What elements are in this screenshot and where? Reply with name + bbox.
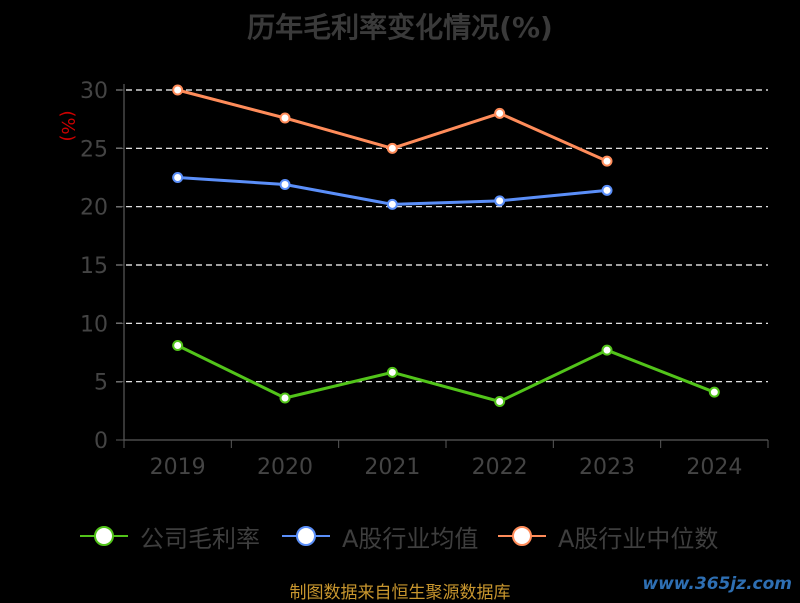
legend-marker bbox=[512, 526, 532, 546]
data-point bbox=[494, 396, 506, 407]
data-point bbox=[386, 142, 398, 154]
legend-swatch bbox=[282, 518, 330, 554]
data-point bbox=[386, 198, 398, 210]
x-tick-label: 2021 bbox=[364, 455, 420, 480]
y-tick-label: 0 bbox=[94, 429, 108, 454]
data-point bbox=[279, 112, 291, 124]
axes: 0 5 10 15 20 25 30 2019 2020 2021 2022 2023 2024 bbox=[80, 79, 769, 480]
x-tick-label: 2020 bbox=[257, 455, 313, 480]
data-point bbox=[601, 184, 613, 196]
chart-title: 历年毛利率变化情况(%) bbox=[247, 11, 553, 44]
data-point bbox=[172, 172, 184, 183]
x-tick-label: 2019 bbox=[150, 455, 206, 480]
data-point bbox=[601, 344, 613, 356]
source-note: 制图数据来自恒生聚源数据库 bbox=[289, 583, 511, 603]
y-tick-label: 30 bbox=[80, 79, 108, 104]
data-point bbox=[708, 386, 720, 398]
legend-label: A股行业均值 bbox=[342, 524, 479, 553]
data-point bbox=[172, 84, 184, 96]
legend: 公司毛利率 A股行业均值 A股行业中位数 bbox=[0, 518, 800, 554]
x-tick-label: 2023 bbox=[579, 455, 635, 480]
y-tick-label: 10 bbox=[80, 312, 108, 337]
legend-label: A股行业中位数 bbox=[558, 524, 719, 553]
data-point bbox=[494, 107, 506, 119]
legend-item[interactable]: A股行业均值 bbox=[282, 518, 478, 554]
grid-lines bbox=[116, 89, 768, 383]
legend-marker bbox=[94, 526, 114, 546]
y-tick-label: 25 bbox=[80, 137, 108, 162]
series-layer bbox=[172, 84, 720, 407]
data-point bbox=[279, 179, 291, 190]
y-tick-label: 5 bbox=[94, 371, 108, 396]
legend-item[interactable]: 公司毛利率 bbox=[80, 518, 260, 554]
x-tick-label: 2024 bbox=[686, 455, 742, 480]
data-point bbox=[494, 195, 506, 207]
data-point bbox=[279, 392, 291, 404]
y-tick-label: 20 bbox=[80, 196, 108, 221]
legend-swatch bbox=[498, 518, 546, 554]
y-tick-label: 15 bbox=[80, 254, 108, 279]
y-axis-label: (%) bbox=[57, 110, 78, 141]
data-point bbox=[601, 155, 613, 167]
legend-swatch bbox=[80, 518, 128, 554]
data-point bbox=[386, 366, 398, 378]
legend-item[interactable]: A股行业中位数 bbox=[498, 518, 718, 554]
legend-marker bbox=[296, 526, 316, 546]
watermark: www.365jz.com bbox=[642, 574, 792, 594]
x-tick-label: 2022 bbox=[472, 455, 528, 480]
legend-label: 公司毛利率 bbox=[140, 524, 260, 553]
data-point bbox=[172, 340, 184, 351]
series-line bbox=[177, 344, 715, 403]
